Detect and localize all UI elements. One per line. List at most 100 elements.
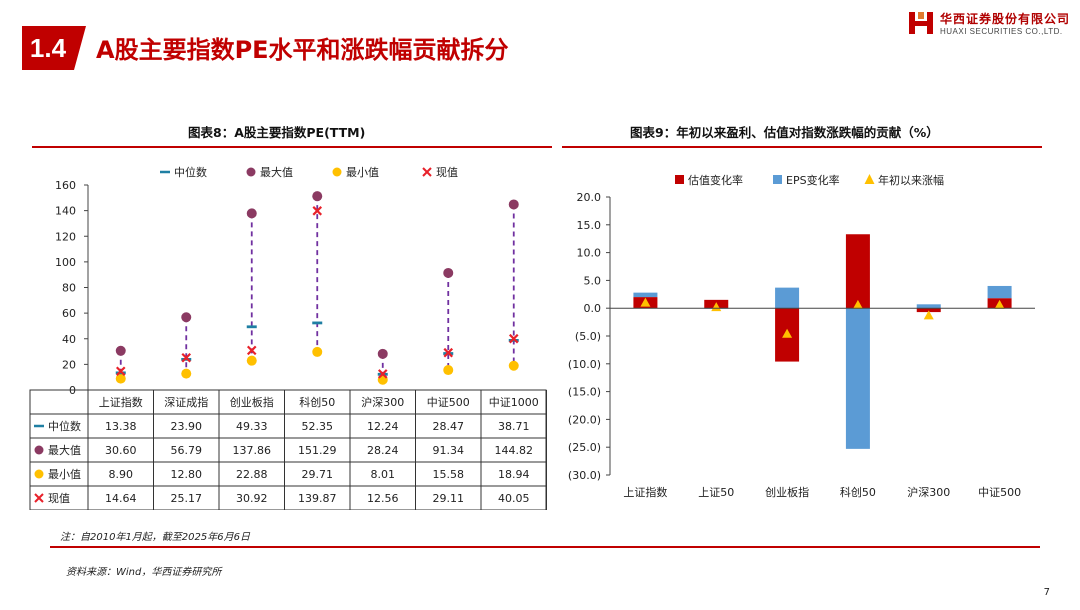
chart9-valuation-bar bbox=[916, 308, 941, 313]
chart8-table-current-marker bbox=[34, 493, 44, 503]
chart9-y-tick-label: (25.0) bbox=[568, 441, 601, 454]
chart9-category-label: 创业板指 bbox=[765, 485, 809, 499]
chart8-min-point bbox=[508, 360, 519, 371]
chart8-table-cell: 151.29 bbox=[298, 444, 337, 457]
chart8-table-cell: 30.92 bbox=[236, 492, 268, 505]
chart8-table-cell: 91.34 bbox=[433, 444, 465, 457]
chart8-max-point bbox=[443, 267, 454, 278]
logo-chinese-name: 华西证券股份有限公司 bbox=[940, 12, 1071, 26]
chart8-table-cell: 28.24 bbox=[367, 444, 399, 457]
chart8-min-point bbox=[115, 373, 126, 384]
company-logo: 华西证券股份有限公司 HUAXI SECURITIES CO.,LTD. bbox=[908, 8, 1071, 42]
chart8-category-label: 中证500 bbox=[427, 396, 470, 409]
chart8-y-tick-label: 60 bbox=[62, 307, 76, 320]
chart9-eps-bar bbox=[987, 285, 1012, 299]
chart9-category-label: 中证500 bbox=[978, 486, 1021, 499]
chart8-legend-label: 现值 bbox=[436, 166, 458, 179]
chart8-y-tick-label: 100 bbox=[55, 256, 76, 269]
chart9-category-label: 上证50 bbox=[698, 486, 734, 499]
chart8-table-cell: 49.33 bbox=[236, 420, 268, 433]
chart8-table-series-label: 中位数 bbox=[48, 419, 81, 433]
chart8-table-cell: 8.01 bbox=[371, 468, 396, 481]
chart8-legend-current-marker bbox=[422, 167, 432, 177]
chart8-table-series-label: 最大值 bbox=[48, 443, 81, 457]
chart8-max-point bbox=[246, 208, 257, 219]
chart9-y-tick-label: (30.0) bbox=[568, 469, 601, 482]
chart8-table-cell: 52.35 bbox=[302, 420, 334, 433]
chart8-table-cell: 144.82 bbox=[495, 444, 534, 457]
chart8-category-label: 科创50 bbox=[299, 395, 335, 409]
chart8-max-point bbox=[181, 312, 192, 323]
chart8-legend-max-marker bbox=[246, 167, 256, 177]
chart9-eps-bar bbox=[916, 304, 941, 309]
chart8-y-tick-label: 80 bbox=[62, 282, 76, 295]
chart8-table-cell: 25.17 bbox=[171, 492, 203, 505]
huaxi-logo-icon bbox=[909, 12, 933, 34]
chart8-min-point bbox=[181, 368, 192, 379]
chart9-eps-bar bbox=[845, 308, 870, 449]
chart8-min-point bbox=[312, 346, 323, 357]
chart-note: 注：自2010年1月起，截至2025年6月6日 bbox=[60, 532, 250, 543]
chart8-table-cell: 12.56 bbox=[367, 492, 399, 505]
chart9: 估值变化率 EPS变化率 年初以来涨幅 (30.0) (25.0) (20.0) (15.0… bbox=[568, 173, 1035, 499]
chart8-title-rule bbox=[32, 146, 552, 148]
chart8-current-point bbox=[312, 206, 323, 216]
chart8-max-point bbox=[377, 348, 388, 359]
chart9-category-label: 科创50 bbox=[840, 485, 876, 499]
chart8-legend-label: 最小值 bbox=[346, 166, 379, 179]
chart8-max-point bbox=[115, 345, 126, 356]
chart9-eps-bar bbox=[775, 287, 800, 309]
chart8-table-cell: 15.58 bbox=[433, 468, 465, 481]
chart9-y-tick-label: (10.0) bbox=[568, 358, 601, 371]
chart9-legend-marker bbox=[864, 174, 875, 184]
chart9-y-tick-label: (5.0) bbox=[575, 330, 601, 343]
chart8-table-cell: 23.90 bbox=[171, 420, 203, 433]
chart9-y-tick-label: 20.0 bbox=[577, 191, 602, 204]
chart9-legend-marker bbox=[675, 175, 684, 184]
chart8-y-tick-label: 160 bbox=[55, 179, 76, 192]
chart9-y-tick-label: (20.0) bbox=[568, 413, 601, 426]
chart9-valuation-bar bbox=[845, 234, 870, 309]
chart9-legend-label: 估值变化率 bbox=[688, 173, 743, 187]
chart8-current-point bbox=[246, 345, 257, 356]
chart8-table-cell: 29.71 bbox=[302, 468, 334, 481]
chart8-current-point bbox=[508, 333, 519, 344]
chart8-table-cell: 8.90 bbox=[109, 468, 134, 481]
footer-rule bbox=[50, 546, 1040, 548]
chart9-ytd-point bbox=[640, 297, 651, 307]
source-note: 资料来源：Wind，华西证券研究所 bbox=[66, 567, 222, 578]
chart8-table-cell: 22.88 bbox=[236, 468, 268, 481]
chart9-y-tick-label: 10.0 bbox=[577, 247, 602, 260]
chart8-current-point bbox=[443, 347, 454, 358]
page-title: A股主要指数PE水平和涨跌幅贡献拆分 bbox=[96, 36, 509, 64]
chart9-y-tick-label: (15.0) bbox=[568, 386, 601, 399]
chart9-legend-marker bbox=[773, 175, 782, 184]
chart9-y-tick-label: 0.0 bbox=[584, 302, 602, 315]
page-number: 7 bbox=[1043, 587, 1050, 598]
chart8-table-cell: 38.71 bbox=[498, 420, 530, 433]
chart8-min-point bbox=[246, 355, 257, 366]
chart8-table-cell: 18.94 bbox=[498, 468, 530, 481]
chart8-current-point bbox=[115, 366, 126, 377]
chart9-ytd-point bbox=[711, 302, 722, 312]
chart8-category-label: 深证成指 bbox=[164, 395, 208, 409]
chart8-max-point bbox=[508, 199, 519, 210]
chart8-max-point bbox=[312, 191, 323, 202]
chart8-category-label: 上证指数 bbox=[99, 395, 143, 409]
chart8-current-point bbox=[181, 352, 192, 363]
chart8-table-cell: 137.86 bbox=[233, 444, 272, 457]
chart8-y-tick-label: 120 bbox=[55, 230, 76, 243]
chart8-table-series-marker bbox=[34, 445, 44, 455]
section-number: 1.4 bbox=[22, 26, 74, 70]
chart8-category-label: 沪深300 bbox=[361, 395, 404, 409]
chart8-table-cell: 12.24 bbox=[367, 420, 399, 433]
chart9-ytd-point bbox=[994, 299, 1005, 309]
chart8-y-tick-label: 20 bbox=[62, 358, 76, 371]
chart9-legend-label: 年初以来涨幅 bbox=[878, 173, 944, 187]
chart9-y-tick-label: 15.0 bbox=[577, 219, 602, 232]
chart8-table-cell: 13.38 bbox=[105, 420, 137, 433]
chart8-table-cell: 56.79 bbox=[171, 444, 203, 457]
logo-english-name: HUAXI SECURITIES CO.,LTD. bbox=[940, 27, 1063, 36]
